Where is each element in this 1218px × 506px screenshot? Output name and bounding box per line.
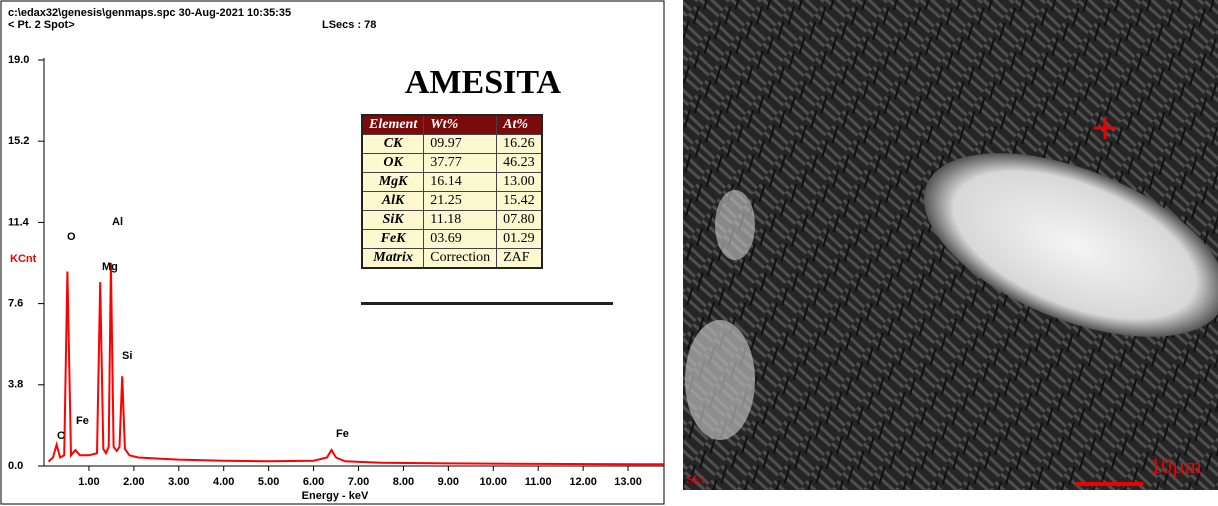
table-cell: Matrix: [361, 248, 425, 269]
table-row: SiK 11.18 07.80: [361, 210, 543, 230]
peak-label: Al: [112, 216, 123, 228]
peak-label: Fe: [76, 415, 89, 427]
table-row: OK 37.77 46.23: [361, 153, 543, 173]
chart-title: AMESITA: [405, 64, 562, 101]
header-spot: < Pt. 2 Spot>: [8, 19, 75, 31]
x-tick-label: 2.00: [123, 476, 144, 488]
spectrum-line: [47, 262, 665, 466]
table-cell: CK: [361, 134, 425, 154]
peak-label: C: [57, 430, 65, 442]
table-cell: 09.97: [423, 134, 498, 154]
sem-image: SE1 10µm: [683, 0, 1218, 490]
table-cell: Correction: [423, 248, 498, 269]
table-cell: 16.14: [423, 172, 498, 192]
table-cell: 07.80: [496, 210, 543, 230]
x-tick-label: 10.00: [480, 476, 508, 488]
table-cell: ZAF: [496, 248, 543, 269]
x-tick-label: 6.00: [303, 476, 324, 488]
x-tick-label: 13.00: [614, 476, 642, 488]
table-cell: 15.42: [496, 191, 543, 211]
y-tick-label: 0.0: [8, 460, 23, 472]
x-tick-label: 7.00: [348, 476, 369, 488]
table-row: CK 09.97 16.26: [361, 134, 543, 154]
x-tick-label: 11.00: [525, 476, 552, 488]
sem-grain: [924, 153, 1218, 337]
table-cell: OK: [361, 153, 425, 173]
y-tick-label: 15.2: [8, 135, 29, 147]
table-cell: 37.77: [423, 153, 498, 173]
table-row: AlK 21.25 15.42: [361, 191, 543, 211]
spectrum-frame: [0, 0, 665, 505]
x-tick-label: 1.00: [78, 476, 99, 488]
y-tick-label: 19.0: [8, 54, 29, 66]
table-cell: 03.69: [423, 229, 498, 249]
table-header-cell: Wt%: [423, 114, 498, 135]
table-header-cell: Element: [361, 114, 425, 135]
table-row: Matrix Correction ZAF: [361, 248, 543, 269]
x-tick-label: 3.00: [168, 476, 189, 488]
table-cell: 46.23: [496, 153, 543, 173]
peak-label: O: [67, 231, 76, 243]
table-cell: 21.25: [423, 191, 498, 211]
sem-spot-marker: [1094, 117, 1116, 139]
x-axis-label: Energy - keV: [302, 490, 369, 502]
y-axis-label: KCnt: [10, 253, 37, 265]
y-tick-label: 11.4: [8, 216, 30, 228]
composition-table: Element Wt% At% CK 09.97 16.26 OK 37.77 46.23 MgK…: [361, 114, 543, 269]
table-row: MgK 16.14 13.00: [361, 172, 543, 192]
peak-label: Fe: [336, 428, 349, 440]
peak-label: Mg: [102, 261, 118, 273]
x-tick-label: 5.00: [258, 476, 279, 488]
y-tick-label: 7.6: [8, 298, 23, 310]
x-tick-label: 9.00: [438, 476, 459, 488]
table-cell: FeK: [361, 229, 425, 249]
table-row: FeK 03.69 01.29: [361, 229, 543, 249]
table-cell: 16.26: [496, 134, 543, 154]
header-lsecs: LSecs : 78: [322, 19, 376, 31]
header-file: c:\edax32\genesis\genmaps.spc 30-Aug-202…: [8, 7, 291, 19]
sem-scale-label: 10µm: [1150, 453, 1202, 478]
peak-label: Si: [122, 350, 132, 362]
sem-grain-left: [685, 320, 755, 440]
table-rule: [361, 302, 613, 305]
table-cell: 01.29: [496, 229, 543, 249]
table-cell: AlK: [361, 191, 425, 211]
table-header-cell: At%: [496, 114, 543, 135]
x-tick-label: 12.00: [569, 476, 597, 488]
x-tick-label: 8.00: [393, 476, 414, 488]
table-cell: MgK: [361, 172, 425, 192]
x-tick-label: 4.00: [213, 476, 234, 488]
table-cell: 13.00: [496, 172, 543, 192]
y-tick-label: 3.8: [8, 379, 23, 391]
sem-grain-left-top: [715, 190, 755, 260]
table-cell: SiK: [361, 210, 425, 230]
table-cell: 11.18: [423, 210, 498, 230]
table-header-row: Element Wt% At%: [361, 114, 543, 135]
sem-detector: SE1: [686, 472, 706, 486]
